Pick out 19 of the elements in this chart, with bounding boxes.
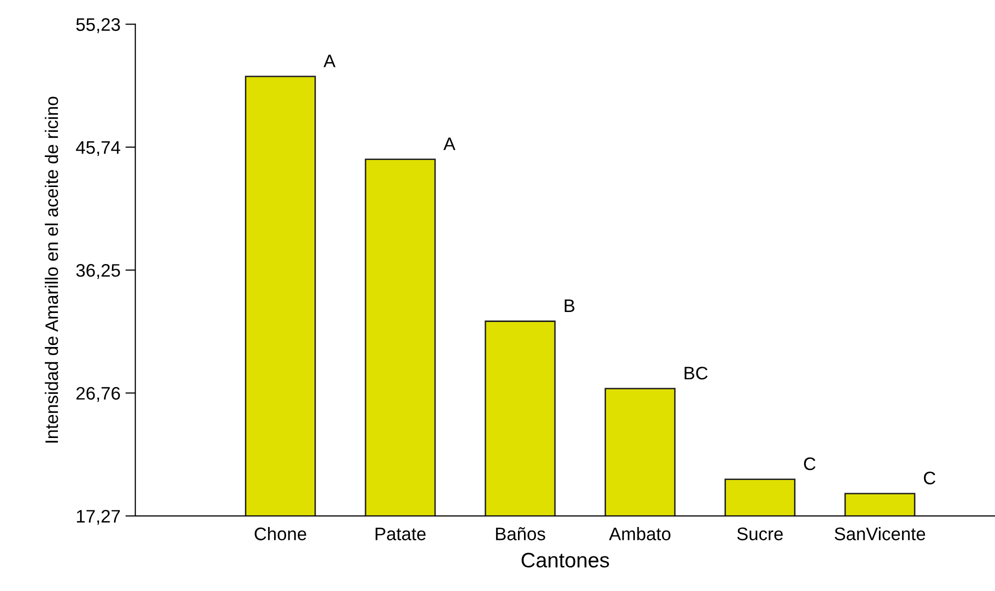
annotation: A [443, 138, 456, 150]
x-tick-label: Baños [496, 527, 546, 540]
annotation: B [564, 300, 574, 312]
y-axis-title: Intensidad de Amarillo en el aceite de ricino [44, 96, 58, 443]
y-tick-label: 55,23 [76, 18, 120, 34]
x-tick-label: Patate [376, 528, 426, 540]
x-tick-label: Ambato [609, 527, 670, 540]
x-tick-label: SanVicente [834, 527, 926, 540]
y-tick-label: 17,27 [76, 510, 120, 525]
y-tick-label: 26,76 [76, 386, 120, 402]
annotation: C [804, 457, 816, 470]
annotation: A [324, 54, 336, 68]
annotation: BC [684, 366, 708, 380]
x-tick-label: Sucre [737, 528, 783, 540]
y-tick-label: 45,74 [76, 141, 120, 156]
y-tick-label: 36,25 [76, 264, 120, 279]
x-tick-label: Chone [254, 527, 306, 540]
annotation: C [924, 472, 936, 484]
x-axis-title: Cantones [522, 552, 609, 568]
